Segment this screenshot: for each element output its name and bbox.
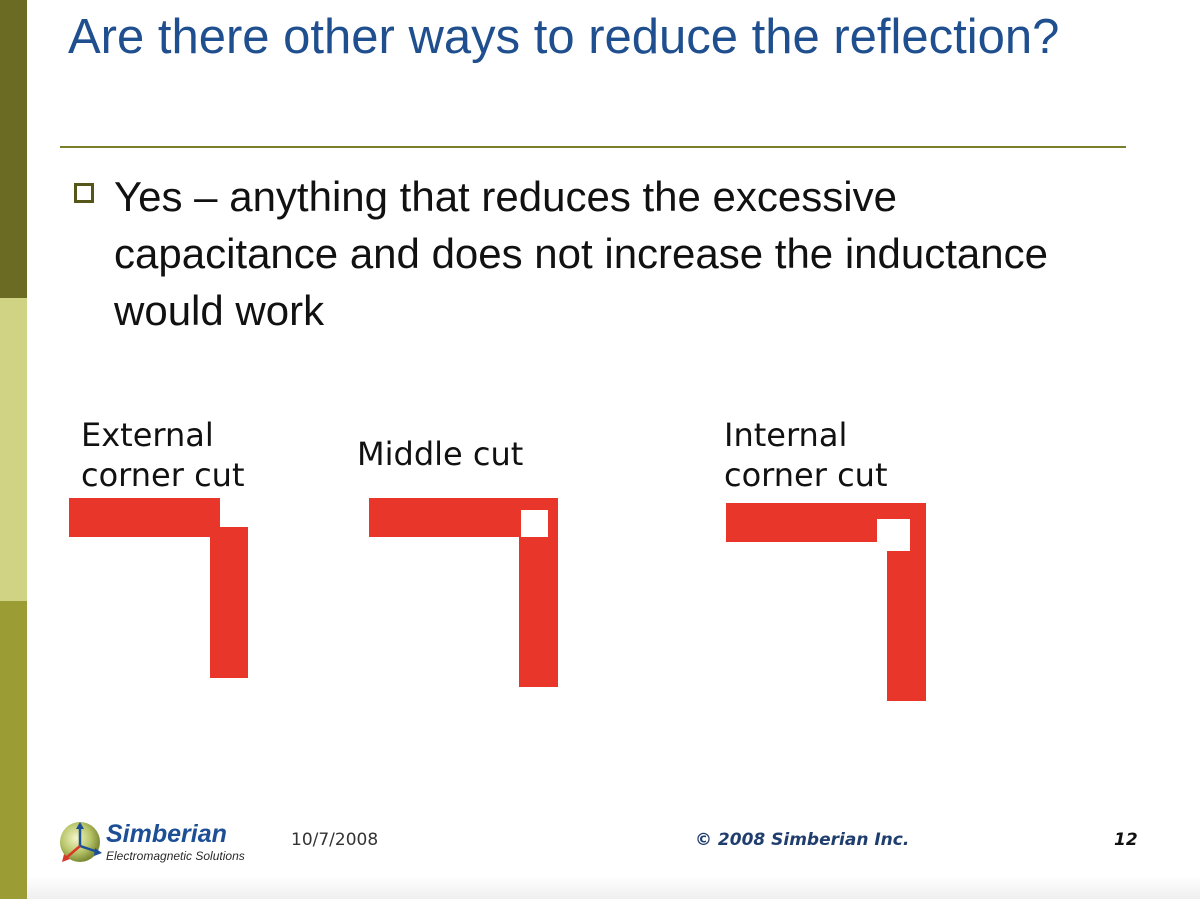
internal-cut-label-line1: Internal bbox=[724, 416, 848, 454]
left-bar-top bbox=[0, 0, 27, 298]
internal-cut-square bbox=[877, 519, 910, 551]
page-number: 12 bbox=[1114, 830, 1138, 850]
middle-cut-square bbox=[521, 510, 548, 537]
logo-name: Simberian bbox=[106, 820, 227, 848]
left-bar-bottom bbox=[0, 601, 27, 899]
footer-date: 10/7/2008 bbox=[291, 830, 379, 850]
title-divider bbox=[60, 146, 1126, 148]
logo-tagline: Electromagnetic Solutions bbox=[106, 849, 245, 863]
external-cut-label-line1: External bbox=[81, 416, 214, 454]
external-cut-label-line2: corner cut bbox=[81, 456, 245, 494]
left-bar-middle bbox=[0, 298, 27, 601]
bottom-shadow bbox=[27, 876, 1200, 899]
simberian-logo: Simberian Electromagnetic Solutions bbox=[58, 820, 258, 868]
external-trace-horizontal bbox=[69, 498, 220, 537]
footer-copyright: © 2008 Simberian Inc. bbox=[695, 830, 910, 850]
square-bullet-icon bbox=[74, 183, 94, 203]
external-trace-vertical bbox=[210, 527, 248, 678]
bullet-text: Yes – anything that reduces the excessiv… bbox=[114, 173, 1048, 334]
internal-cut-label-line2: corner cut bbox=[724, 456, 888, 494]
simberian-logo-icon bbox=[60, 822, 102, 862]
middle-cut-label: Middle cut bbox=[357, 435, 524, 473]
slide-title: Are there other ways to reduce the refle… bbox=[68, 10, 1060, 64]
